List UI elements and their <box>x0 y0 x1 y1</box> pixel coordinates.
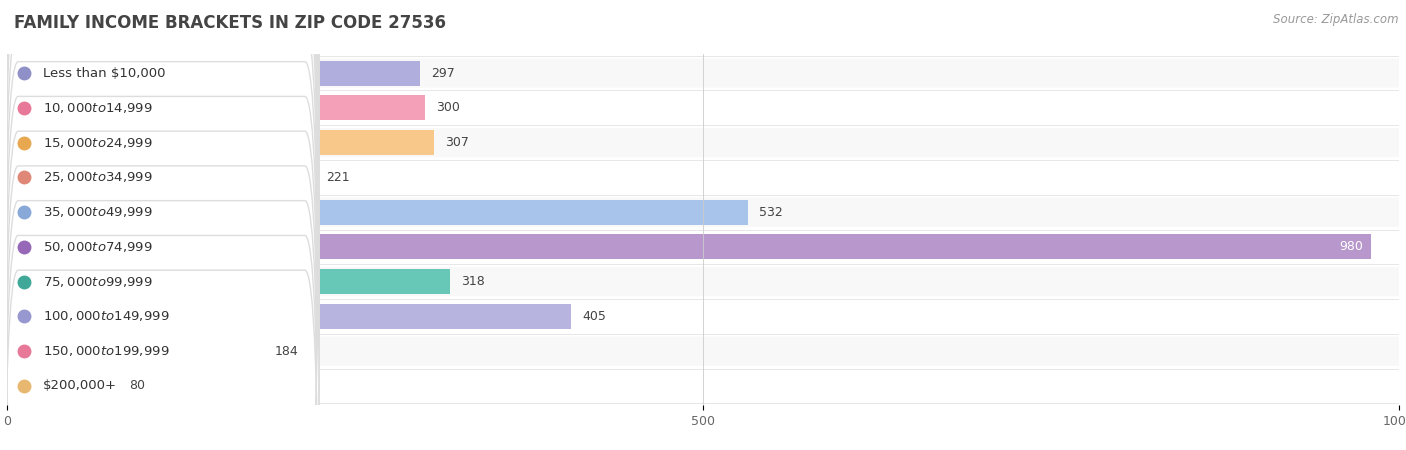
Bar <box>7 130 434 155</box>
FancyBboxPatch shape <box>0 93 1406 122</box>
FancyBboxPatch shape <box>4 0 319 340</box>
FancyBboxPatch shape <box>4 154 319 450</box>
FancyBboxPatch shape <box>4 50 319 450</box>
FancyBboxPatch shape <box>0 128 1406 157</box>
FancyBboxPatch shape <box>0 232 1406 261</box>
Text: $15,000 to $24,999: $15,000 to $24,999 <box>44 135 153 149</box>
Bar <box>7 200 748 225</box>
Text: 300: 300 <box>436 101 460 114</box>
Text: 184: 184 <box>274 345 298 358</box>
Bar <box>7 374 118 398</box>
Text: $100,000 to $149,999: $100,000 to $149,999 <box>44 310 170 324</box>
Bar <box>7 304 571 329</box>
Text: 405: 405 <box>582 310 606 323</box>
Text: $150,000 to $199,999: $150,000 to $199,999 <box>44 344 170 358</box>
Text: $35,000 to $49,999: $35,000 to $49,999 <box>44 205 153 219</box>
FancyBboxPatch shape <box>0 337 1406 366</box>
Text: 297: 297 <box>432 67 456 80</box>
Text: $10,000 to $14,999: $10,000 to $14,999 <box>44 101 153 115</box>
FancyBboxPatch shape <box>4 0 319 305</box>
Text: Less than $10,000: Less than $10,000 <box>44 67 166 80</box>
Bar <box>7 338 263 364</box>
FancyBboxPatch shape <box>0 198 1406 227</box>
Text: 307: 307 <box>446 136 470 149</box>
Text: $50,000 to $74,999: $50,000 to $74,999 <box>44 240 153 254</box>
FancyBboxPatch shape <box>0 371 1406 400</box>
Text: $25,000 to $34,999: $25,000 to $34,999 <box>44 171 153 184</box>
Bar <box>7 61 420 86</box>
Text: 318: 318 <box>461 275 485 288</box>
Text: 980: 980 <box>1339 240 1362 253</box>
Text: 80: 80 <box>129 379 145 392</box>
Text: Source: ZipAtlas.com: Source: ZipAtlas.com <box>1274 14 1399 27</box>
FancyBboxPatch shape <box>0 267 1406 296</box>
Bar <box>7 234 1371 259</box>
FancyBboxPatch shape <box>4 85 319 450</box>
Text: 221: 221 <box>326 171 350 184</box>
FancyBboxPatch shape <box>4 0 319 444</box>
FancyBboxPatch shape <box>4 119 319 450</box>
FancyBboxPatch shape <box>0 163 1406 192</box>
Text: 532: 532 <box>759 206 782 219</box>
Text: $200,000+: $200,000+ <box>44 379 117 392</box>
Text: $75,000 to $99,999: $75,000 to $99,999 <box>44 274 153 288</box>
FancyBboxPatch shape <box>4 0 319 409</box>
Text: FAMILY INCOME BRACKETS IN ZIP CODE 27536: FAMILY INCOME BRACKETS IN ZIP CODE 27536 <box>14 14 446 32</box>
FancyBboxPatch shape <box>0 58 1406 88</box>
FancyBboxPatch shape <box>4 0 319 374</box>
Bar <box>7 95 425 121</box>
FancyBboxPatch shape <box>0 302 1406 331</box>
Bar <box>7 165 315 190</box>
Bar <box>7 269 450 294</box>
FancyBboxPatch shape <box>4 15 319 450</box>
